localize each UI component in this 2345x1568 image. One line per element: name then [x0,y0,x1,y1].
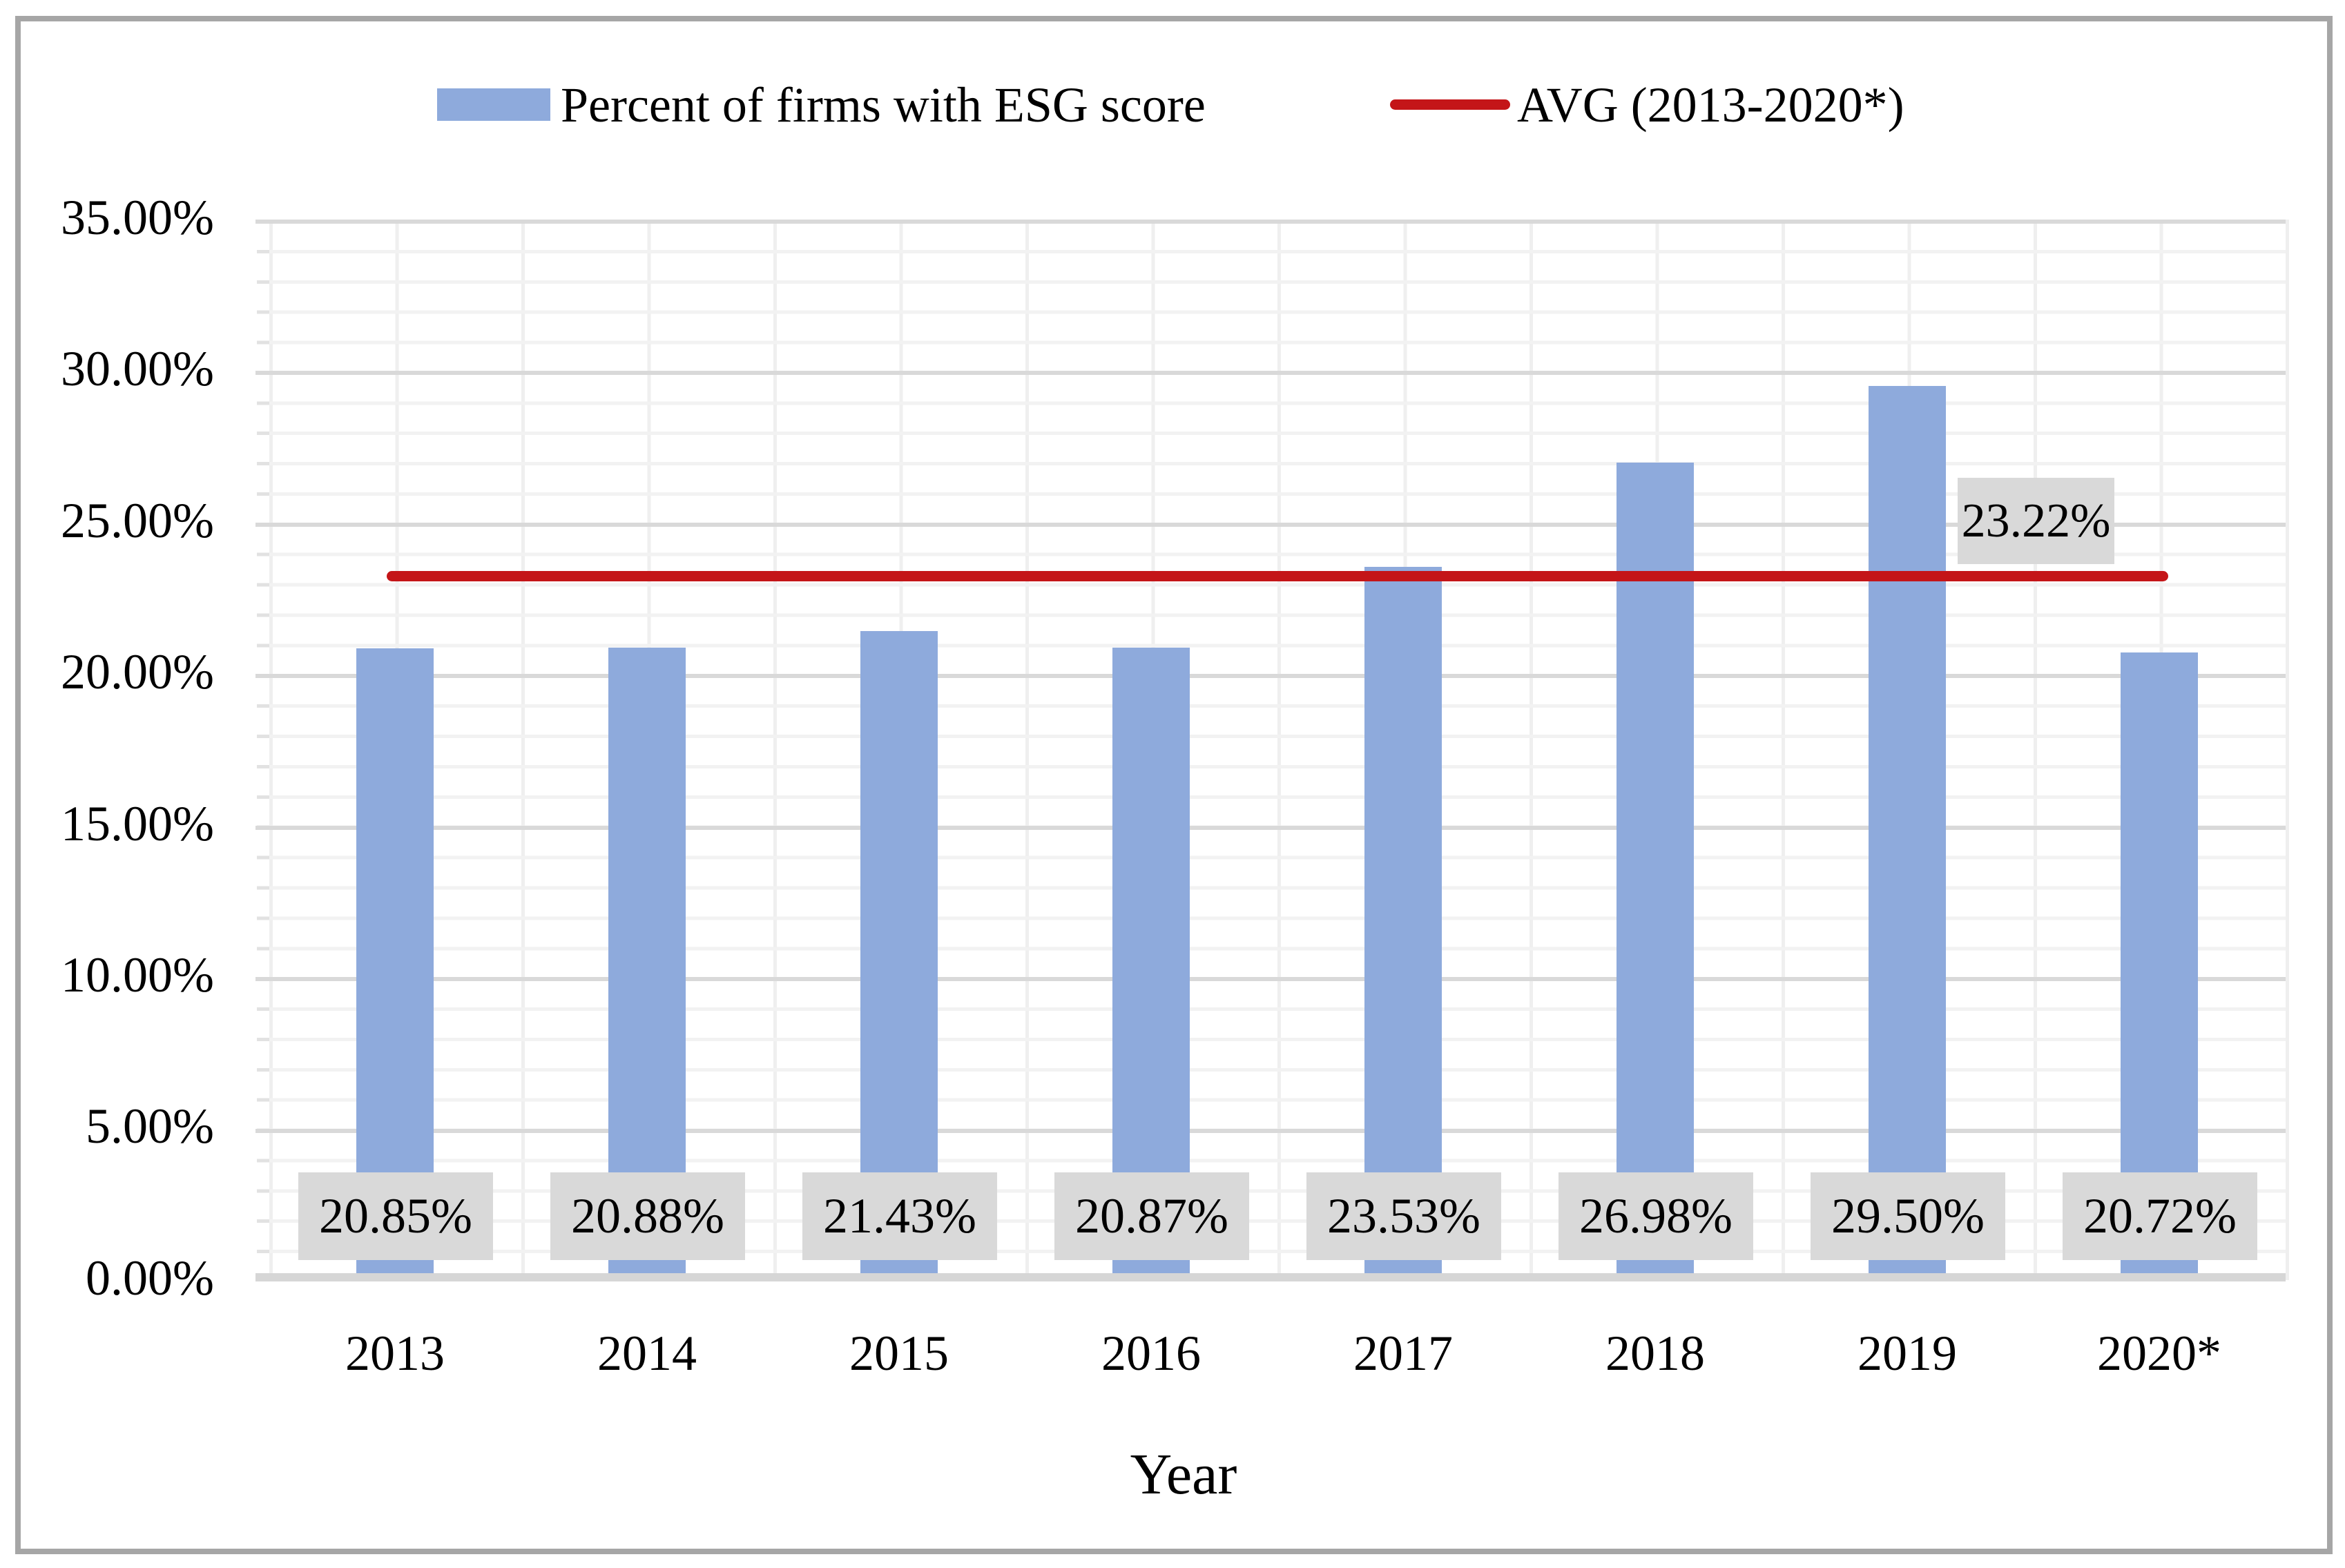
gridline-15pct [255,825,2286,830]
data-label: 20.87% [1054,1172,1249,1260]
gridline-20pct [255,674,2286,679]
data-label: 21.43% [802,1172,997,1260]
bar [1364,567,1442,1280]
plot-area: 23.22% 20.85% 20.88% 21.43% 20.87% 23.53… [255,220,2289,1281]
y-tick-label: 5.00% [86,1098,214,1154]
data-label: 29.50% [1811,1172,2005,1260]
x-tick-label: 2019 [1857,1326,1957,1381]
legend-line-swatch-icon [1390,99,1510,110]
y-axis-tick-marks [257,220,269,1280]
data-label: 20.85% [298,1172,493,1260]
legend-series-label: Percent of firms with ESG score [561,77,1206,133]
avg-line-label: 23.22% [1958,478,2114,564]
gridline-25pct [255,522,2286,527]
gridline-35pct [255,220,2286,224]
y-tick-label: 15.00% [61,796,214,851]
y-tick-label: 35.00% [61,190,214,245]
x-tick-label: 2017 [1353,1326,1453,1381]
bar [860,630,938,1280]
x-tick-label: 2020* [2097,1326,2221,1381]
x-tick-label: 2018 [1605,1326,1705,1381]
gridline-30pct [255,371,2286,376]
y-tick-label: 25.00% [61,493,214,548]
x-tick-label: 2014 [597,1326,697,1381]
avg-line [387,571,2168,582]
bar [1617,462,1694,1280]
y-tick-label: 10.00% [61,947,214,1003]
y-tick-label: 30.00% [61,341,214,396]
x-tick-label: 2013 [345,1326,445,1381]
bar [1869,386,1946,1280]
data-label: 20.88% [550,1172,745,1260]
x-tick-label: 2016 [1101,1326,1201,1381]
legend-avg-label: AVG (2013-2020*) [1517,77,1904,133]
gridline-10pct [255,977,2286,982]
y-tick-label: 0.00% [86,1250,214,1306]
data-label: 23.53% [1306,1172,1501,1260]
gridline-5pct [255,1128,2286,1133]
legend-bar-swatch-icon [437,88,550,121]
data-label: 26.98% [1558,1172,1753,1260]
x-axis-title: Year [1130,1442,1237,1507]
x-axis-line [255,1273,2286,1281]
data-label: 20.72% [2063,1172,2257,1260]
x-tick-label: 2015 [849,1326,949,1381]
y-tick-label: 20.00% [61,644,214,699]
